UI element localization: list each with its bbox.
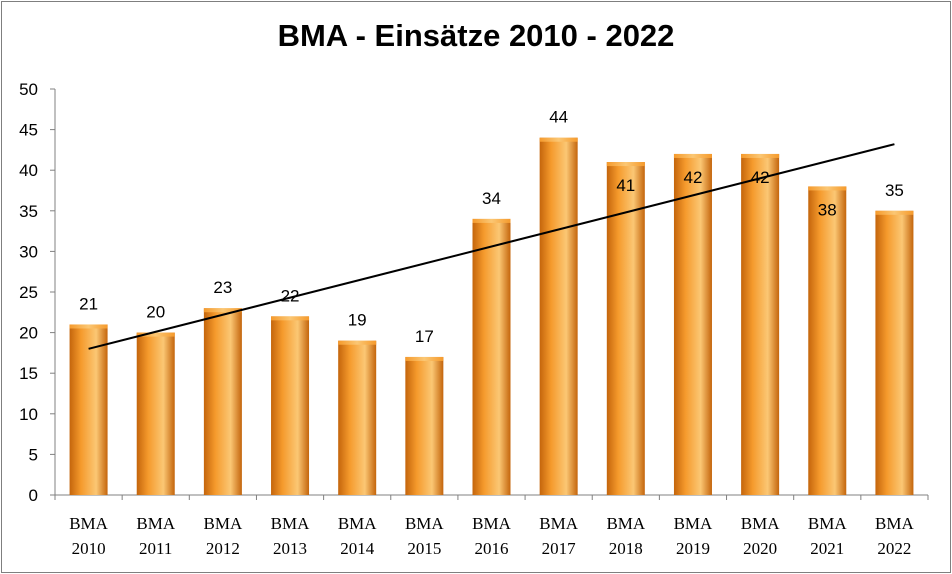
bar-cap <box>136 332 175 337</box>
x-tick-label-line1: BMA <box>472 514 511 533</box>
x-tick-label-line1: BMA <box>875 514 914 533</box>
y-tick-label: 10 <box>19 405 38 424</box>
bar <box>808 186 847 495</box>
x-tick-label-line2: 2022 <box>877 539 911 558</box>
data-label: 38 <box>818 200 837 219</box>
trendline-group <box>88 143 895 350</box>
x-tick-label-line2: 2021 <box>810 539 844 558</box>
data-label: 34 <box>482 189 501 208</box>
x-tick-label-line2: 2019 <box>676 539 710 558</box>
bar <box>271 316 310 495</box>
data-label: 21 <box>79 294 98 313</box>
bar-cap <box>875 210 914 215</box>
x-tick-label-line1: BMA <box>338 514 377 533</box>
x-tick-label-line2: 2020 <box>743 539 777 558</box>
bar-cap <box>673 153 712 158</box>
y-tick-label: 20 <box>19 324 38 343</box>
data-labels: 21202322191734444142423835 <box>79 108 904 346</box>
bar-cap <box>203 308 242 313</box>
y-tick-label: 35 <box>19 202 38 221</box>
bar-cap <box>338 340 377 345</box>
bar <box>875 210 914 496</box>
x-tick-label-line1: BMA <box>405 514 444 533</box>
x-tick-label-line1: BMA <box>606 514 645 533</box>
data-label: 41 <box>616 176 635 195</box>
bar <box>741 153 780 495</box>
y-tick-label: 45 <box>19 121 38 140</box>
y-tick-label: 50 <box>19 80 38 99</box>
bars <box>69 137 914 496</box>
bar <box>606 162 645 495</box>
trendline <box>88 143 895 350</box>
data-label: 20 <box>146 303 165 322</box>
y-tick-label: 40 <box>19 161 38 180</box>
x-tick-label-line1: BMA <box>136 514 175 533</box>
data-label: 35 <box>885 181 904 200</box>
x-tick-label-line2: 2011 <box>139 539 172 558</box>
bar-cap <box>472 218 511 223</box>
bar-cap <box>606 162 645 167</box>
bar <box>203 308 242 495</box>
x-tick-label-line1: BMA <box>808 514 847 533</box>
x-tick-label-line1: BMA <box>271 514 310 533</box>
bar-cap <box>539 137 578 142</box>
data-label: 23 <box>213 278 232 297</box>
x-tick-label-line1: BMA <box>539 514 578 533</box>
data-label: 42 <box>684 168 703 187</box>
x-tick-label-line2: 2013 <box>273 539 307 558</box>
data-label: 19 <box>348 311 367 330</box>
chart-title: BMA - Einsätze 2010 - 2022 <box>277 18 675 53</box>
data-label: 17 <box>415 327 434 346</box>
x-tick-label-line1: BMA <box>674 514 713 533</box>
x-tick-label-line2: 2012 <box>206 539 240 558</box>
x-tick-label-line2: 2015 <box>407 539 441 558</box>
x-tick-label-line1: BMA <box>204 514 243 533</box>
bar-cap <box>405 356 444 361</box>
y-tick-label: 15 <box>19 364 38 383</box>
bar <box>472 218 511 496</box>
x-tick-label-line2: 2010 <box>72 539 106 558</box>
x-tick-label-line1: BMA <box>741 514 780 533</box>
bar-cap <box>741 153 780 158</box>
y-tick-label: 30 <box>19 242 38 261</box>
x-axis-labels: BMA 2010 BMA 2011 BMA 2012 BMA 2013 BMA 2014 BMA 20… <box>69 514 914 558</box>
data-label: 44 <box>549 108 568 127</box>
x-tick-label-line2: 2016 <box>475 539 509 558</box>
bar <box>405 356 444 495</box>
y-tick-label: 5 <box>29 445 38 464</box>
bar <box>539 137 578 495</box>
bar <box>136 332 175 495</box>
y-tick-label: 25 <box>19 283 38 302</box>
x-tick-label-line2: 2017 <box>542 539 577 558</box>
x-tick-label-line2: 2014 <box>340 539 375 558</box>
x-tick-label-line2: 2018 <box>609 539 643 558</box>
y-tick-label: 0 <box>29 486 38 505</box>
bar <box>338 340 377 495</box>
data-label: 22 <box>281 286 300 305</box>
bar-cap <box>808 186 847 191</box>
bar-cap <box>271 316 310 321</box>
bar <box>673 153 712 495</box>
x-tick-label-line1: BMA <box>69 514 108 533</box>
bar <box>69 324 108 495</box>
bar-cap <box>69 324 108 329</box>
